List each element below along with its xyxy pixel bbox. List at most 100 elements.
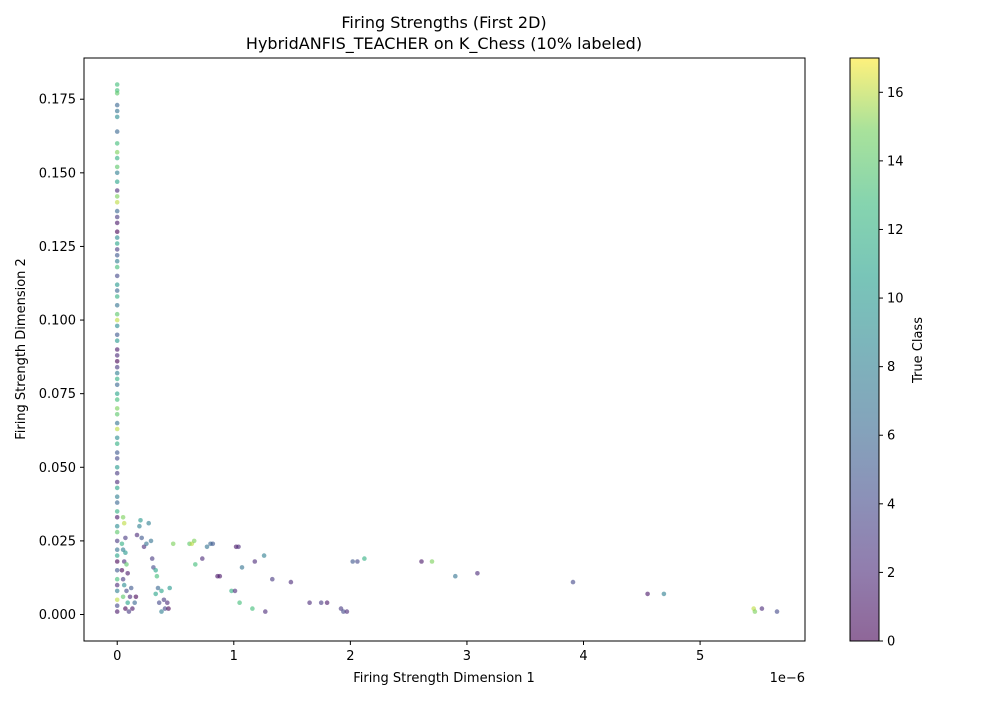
scatter-point [114,294,120,299]
scatter-point [124,588,129,594]
scatter-point [134,532,140,538]
scatter-point [114,170,120,176]
scatter-point [153,591,158,597]
scatter-point [453,573,458,579]
scatter-point [217,573,223,579]
scatter-point [155,585,161,591]
chart-title: Firing Strengths (First 2D) [341,13,546,32]
scatter-point [114,406,120,411]
scatter-point [123,535,128,541]
y-tick-label: 0.025 [39,534,76,549]
scatter-point [229,588,234,594]
scatter-point [114,129,120,134]
scatter-point [125,600,130,605]
scatter-point [120,515,126,520]
colorbar-tick-label: 6 [887,429,895,444]
scatter-point [114,323,120,329]
scatter-point [114,391,120,397]
scatter-point [114,102,120,108]
scatter-point [114,359,120,364]
scatter-point [114,376,120,382]
scatter-point [119,568,125,573]
scatter-point [419,559,424,564]
y-tick-label: 0.000 [39,608,76,623]
scatter-point [114,247,120,252]
scatter-point [114,155,120,161]
colorbar-tick-label: 4 [887,497,895,512]
scatter-point [261,553,267,558]
colorbar: 0 2 4 6 8 10 12 14 16 True Class [849,57,926,650]
scatter-point [114,465,120,470]
scatter-points [114,82,780,614]
x-tick-label: 4 [579,649,587,664]
plot-frame [83,57,806,642]
scatter-point [114,332,120,338]
scatter-point [193,562,198,567]
scatter-point [759,606,765,611]
scatter-point [114,382,120,388]
scatter-point [144,541,149,547]
colorbar-tick-label: 12 [887,223,904,238]
scatter-point [191,538,197,544]
scatter-point [114,450,120,455]
scatter-point [318,600,324,605]
x-tick-label: 2 [346,649,354,664]
colorbar-label: True Class [911,317,926,384]
scatter-point [114,338,120,344]
scatter-point [114,420,120,426]
scatter-point [362,556,367,561]
scatter-point [130,606,135,611]
scatter-point [120,594,126,600]
scatter-point [114,426,120,432]
scatter-point [114,588,120,594]
scatter-point [288,579,294,585]
scatter-point [114,370,120,376]
chart-subtitle: HybridANFIS_TEACHER on K_Chess (10% labe… [246,34,642,54]
scatter-point [114,553,120,558]
scatter-point [120,576,126,582]
scatter-point [114,229,120,234]
scatter-point [114,603,120,608]
scatter-point [126,609,132,614]
scatter-point [114,200,120,205]
scatter-point [270,576,275,582]
scatter-point [114,538,120,544]
scatter-point [114,582,120,588]
scatter-point [165,600,170,605]
scatter-point [114,523,120,529]
scatter-point [210,541,216,547]
colorbar-gradient [850,58,879,641]
scatter-point [162,606,168,611]
scatter-point [114,194,120,199]
y-tick-label: 0.175 [39,93,76,108]
plot-background [84,58,805,641]
x-tick-label: 0 [113,649,121,664]
y-tick-label: 0.150 [39,166,76,181]
scatter-point [645,591,650,597]
scatter-point [137,523,142,529]
scatter-point [167,585,172,591]
x-axis-ticks: 0 1 2 3 4 5 [113,641,704,664]
x-scale-label: 1e−6 [770,671,805,686]
scatter-point [114,435,120,441]
scatter-point [307,600,312,605]
y-tick-label: 0.075 [39,387,76,402]
x-tick-label: 1 [230,649,238,664]
scatter-point [121,582,127,588]
scatter-point [114,397,120,402]
scatter-point [239,565,245,570]
scatter-point [159,609,164,614]
scatter-point [114,108,120,114]
colorbar-tick-label: 8 [887,360,895,375]
scatter-point [139,535,144,541]
scatter-point [114,353,120,358]
scatter-point [114,509,120,514]
scatter-point [114,141,120,146]
scatter-point [114,253,120,258]
scatter-point [344,609,350,614]
scatter-point [170,541,176,547]
scatter-point [429,559,435,564]
scatter-point [341,609,346,614]
scatter-point [114,568,120,573]
